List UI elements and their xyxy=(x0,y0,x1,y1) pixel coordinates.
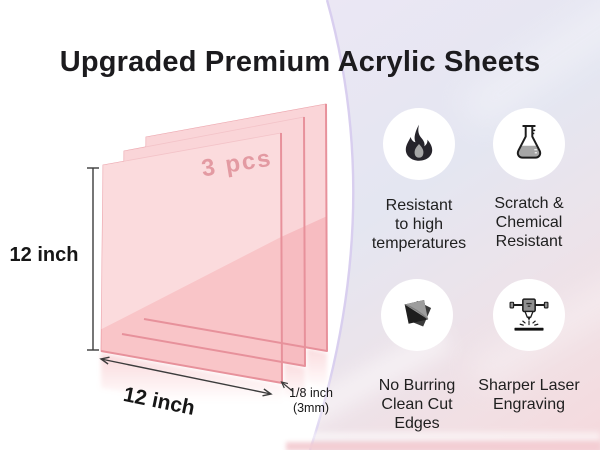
sheet-stack xyxy=(100,103,328,384)
laser-engraver-icon xyxy=(509,298,549,331)
height-dimension-label: 12 inch xyxy=(9,244,79,266)
page-title: Upgraded Premium Acrylic Sheets xyxy=(59,46,541,79)
thickness-dimension-label: 1/8 inch (3mm) xyxy=(289,386,333,415)
bg-bottom-pink-band xyxy=(286,442,600,450)
feature-label-chemical: Scratch & Chemical Resistant xyxy=(494,195,564,250)
feature-circle-edges xyxy=(381,279,453,351)
film-sheet-icon xyxy=(404,300,432,327)
feature-circle-heat xyxy=(383,108,455,180)
flask-icon xyxy=(516,124,542,159)
feature-label-edges: No Burring Clean Cut Edges xyxy=(378,377,456,432)
sheet-reflection xyxy=(101,348,327,420)
bg-curve-line xyxy=(308,0,355,450)
flame-icon xyxy=(405,124,433,161)
feature-circle-chemical xyxy=(493,108,565,180)
thickness-arrow xyxy=(280,381,294,392)
feature-circle-laser xyxy=(493,279,565,351)
feature-label-heat: Resistant to high temperatures xyxy=(371,197,467,252)
dimension-lines xyxy=(87,167,294,397)
bg-bottom-light-band xyxy=(298,432,600,441)
width-dimension-line xyxy=(99,356,273,397)
feature-label-laser: Sharper Laser Engraving xyxy=(478,377,580,413)
height-dimension-line xyxy=(87,167,99,351)
